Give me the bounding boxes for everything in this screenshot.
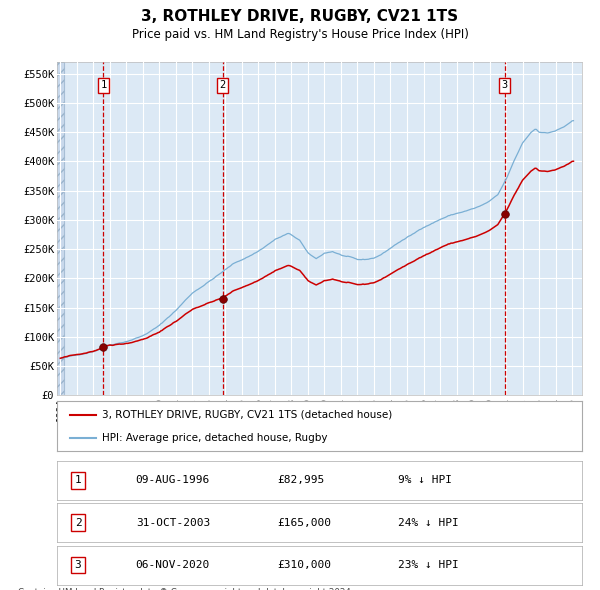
Bar [52,62,64,395]
Text: 3, ROTHLEY DRIVE, RUGBY, CV21 1TS (detached house): 3, ROTHLEY DRIVE, RUGBY, CV21 1TS (detac… [101,409,392,419]
Text: Price paid vs. HM Land Registry's House Price Index (HPI): Price paid vs. HM Land Registry's House … [131,28,469,41]
Text: 09-AUG-1996: 09-AUG-1996 [136,475,210,485]
Text: 24% ↓ HPI: 24% ↓ HPI [398,517,459,527]
Text: 3, ROTHLEY DRIVE, RUGBY, CV21 1TS: 3, ROTHLEY DRIVE, RUGBY, CV21 1TS [142,9,458,24]
Text: £82,995: £82,995 [277,475,325,485]
Text: £310,000: £310,000 [277,560,331,570]
Text: £165,000: £165,000 [277,517,331,527]
Text: 31-OCT-2003: 31-OCT-2003 [136,517,210,527]
Text: 2: 2 [220,80,226,90]
Bar [52,62,64,395]
Text: 3: 3 [74,560,82,570]
Text: 23% ↓ HPI: 23% ↓ HPI [398,560,459,570]
Text: 3: 3 [502,80,508,90]
Text: 1: 1 [100,80,107,90]
Text: 1: 1 [74,475,82,485]
Text: 9% ↓ HPI: 9% ↓ HPI [398,475,452,485]
Text: 06-NOV-2020: 06-NOV-2020 [136,560,210,570]
Text: 2: 2 [74,517,82,527]
Text: Contains HM Land Registry data © Crown copyright and database right 2024.: Contains HM Land Registry data © Crown c… [18,588,353,590]
Text: HPI: Average price, detached house, Rugby: HPI: Average price, detached house, Rugb… [101,433,327,443]
